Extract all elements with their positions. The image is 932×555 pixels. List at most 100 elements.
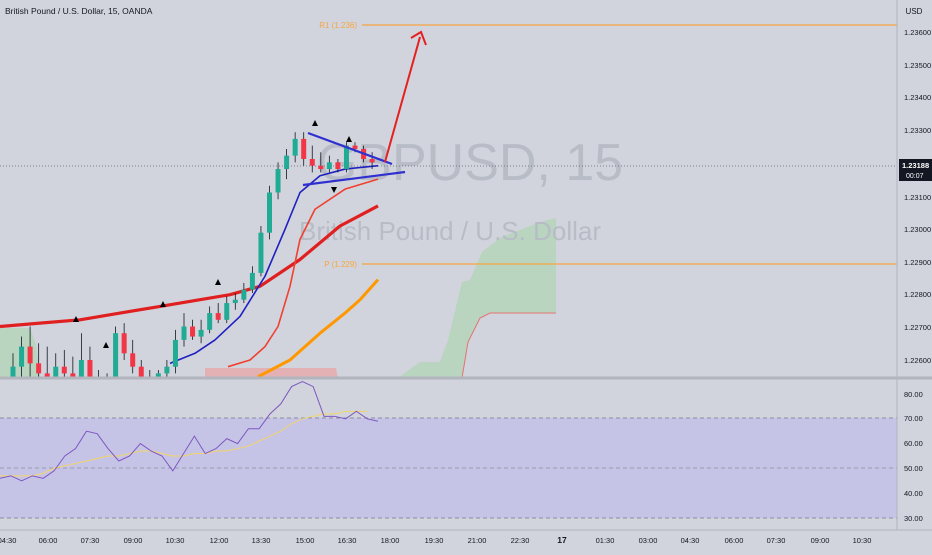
- fractal-up-marker: [160, 301, 166, 307]
- candle[interactable]: [19, 336, 25, 378]
- candle[interactable]: [318, 152, 324, 173]
- time-tick: 10:30: [853, 536, 872, 545]
- candle[interactable]: [309, 145, 315, 173]
- time-tick: 04:30: [681, 536, 700, 545]
- candle[interactable]: [70, 356, 76, 378]
- candle[interactable]: [198, 319, 204, 344]
- rsi-tick: 40.00: [904, 489, 923, 498]
- price-tick: 1.22800: [904, 290, 931, 299]
- rsi-tick: 80.00: [904, 390, 923, 399]
- time-tick: 07:30: [767, 536, 786, 545]
- rsi-tick: 70.00: [904, 414, 923, 423]
- price-tick: 1.22600: [904, 356, 931, 365]
- price-tick: 1.22900: [904, 258, 931, 267]
- ema-fast-line[interactable]: [169, 164, 379, 365]
- fractal-up-marker: [215, 279, 221, 285]
- candle[interactable]: [61, 349, 67, 378]
- candle[interactable]: [301, 132, 307, 166]
- candle[interactable]: [44, 346, 50, 378]
- countdown-value: 00:07: [906, 173, 924, 180]
- fractal-up-marker: [73, 316, 79, 322]
- time-tick: 07:30: [81, 536, 100, 545]
- time-tick: 10:30: [166, 536, 185, 545]
- time-tick: 15:00: [296, 536, 315, 545]
- candle[interactable]: [335, 159, 341, 173]
- candle[interactable]: [232, 293, 238, 310]
- time-tick: 19:30: [425, 536, 444, 545]
- candle[interactable]: [164, 360, 170, 378]
- last-price-value: 1.23188: [902, 161, 929, 170]
- fractal-up-marker: [103, 342, 109, 348]
- candle[interactable]: [10, 353, 16, 378]
- price-tick: 1.23600: [904, 28, 931, 37]
- time-tick: 21:00: [468, 536, 487, 545]
- candle[interactable]: [292, 132, 298, 163]
- time-tick: 06:00: [725, 536, 744, 545]
- candle[interactable]: [326, 155, 332, 173]
- candles: [10, 132, 375, 380]
- ema-slow-line[interactable]: [0, 204, 379, 329]
- triangle-lower-trendline[interactable]: [302, 170, 406, 187]
- time-tick: 03:00: [639, 536, 658, 545]
- cloud-shape-red: [205, 368, 338, 378]
- r1-level-label: R1 (1.236): [319, 21, 357, 30]
- time-tick: 09:00: [811, 536, 830, 545]
- price-axis-ticks[interactable]: 1.23600 1.23500 1.23400 1.23300 1.23100 …: [904, 28, 931, 365]
- candle[interactable]: [267, 185, 272, 240]
- triangle-upper-trendline[interactable]: [307, 131, 393, 166]
- candle[interactable]: [249, 266, 255, 293]
- projection-arrow-head: [410, 30, 427, 46]
- fractal-down-marker: [331, 187, 337, 193]
- projection-arrow-line[interactable]: [384, 36, 421, 163]
- ema-long-line[interactable]: [257, 278, 380, 379]
- time-tick: 04:30: [0, 536, 16, 545]
- candle[interactable]: [78, 333, 84, 378]
- rsi-axis-ticks[interactable]: 80.00 70.00 60.00 50.00 40.00 30.00: [904, 390, 923, 523]
- cloud-edge-line: [461, 312, 556, 379]
- ema-mid-line[interactable]: [227, 178, 379, 368]
- price-tick: 1.23000: [904, 225, 931, 234]
- time-tick: 13:30: [252, 536, 271, 545]
- candle[interactable]: [53, 353, 59, 378]
- price-tick: 1.23300: [904, 126, 931, 135]
- time-tick: 09:00: [124, 536, 143, 545]
- price-tick: 1.22700: [904, 323, 931, 332]
- candle[interactable]: [241, 282, 247, 304]
- candle[interactable]: [275, 162, 281, 200]
- time-axis-ticks[interactable]: 04:30 06:00 07:30 09:00 10:30 12:00 13:30 15:00…: [0, 535, 871, 545]
- candle[interactable]: [181, 313, 187, 347]
- time-tick: 22:30: [511, 536, 530, 545]
- candle[interactable]: [224, 296, 230, 324]
- watermark-name: British Pound / U.S. Dollar: [299, 216, 601, 246]
- candle[interactable]: [87, 346, 93, 378]
- price-axis-currency: USD: [906, 7, 923, 16]
- rsi-line[interactable]: [0, 381, 379, 482]
- candle[interactable]: [130, 339, 136, 374]
- candle[interactable]: [258, 226, 264, 277]
- candle[interactable]: [36, 343, 42, 378]
- candle[interactable]: [215, 303, 221, 324]
- time-tick: 17: [557, 535, 567, 545]
- candle[interactable]: [369, 152, 375, 170]
- candle[interactable]: [138, 360, 144, 378]
- time-tick: 18:00: [381, 536, 400, 545]
- symbol-title[interactable]: British Pound / U.S. Dollar, 15, OANDA: [5, 6, 153, 16]
- rsi-ma-line[interactable]: [0, 410, 368, 477]
- candle[interactable]: [190, 319, 196, 340]
- candle[interactable]: [121, 323, 127, 360]
- rsi-indicator: [0, 381, 379, 482]
- rsi-tick: 30.00: [904, 514, 923, 523]
- fractal-up-marker: [346, 136, 352, 142]
- candle[interactable]: [284, 148, 290, 180]
- candle[interactable]: [27, 326, 33, 379]
- time-tick: 06:00: [39, 536, 58, 545]
- rsi-tick: 60.00: [904, 439, 923, 448]
- rsi-tick: 50.00: [904, 464, 923, 473]
- fractal-up-marker: [312, 120, 318, 126]
- p-level-label: P (1.229): [324, 260, 357, 269]
- candle[interactable]: [172, 329, 178, 374]
- candle[interactable]: [207, 306, 213, 334]
- time-tick: 16:30: [338, 536, 357, 545]
- candle[interactable]: [113, 326, 119, 379]
